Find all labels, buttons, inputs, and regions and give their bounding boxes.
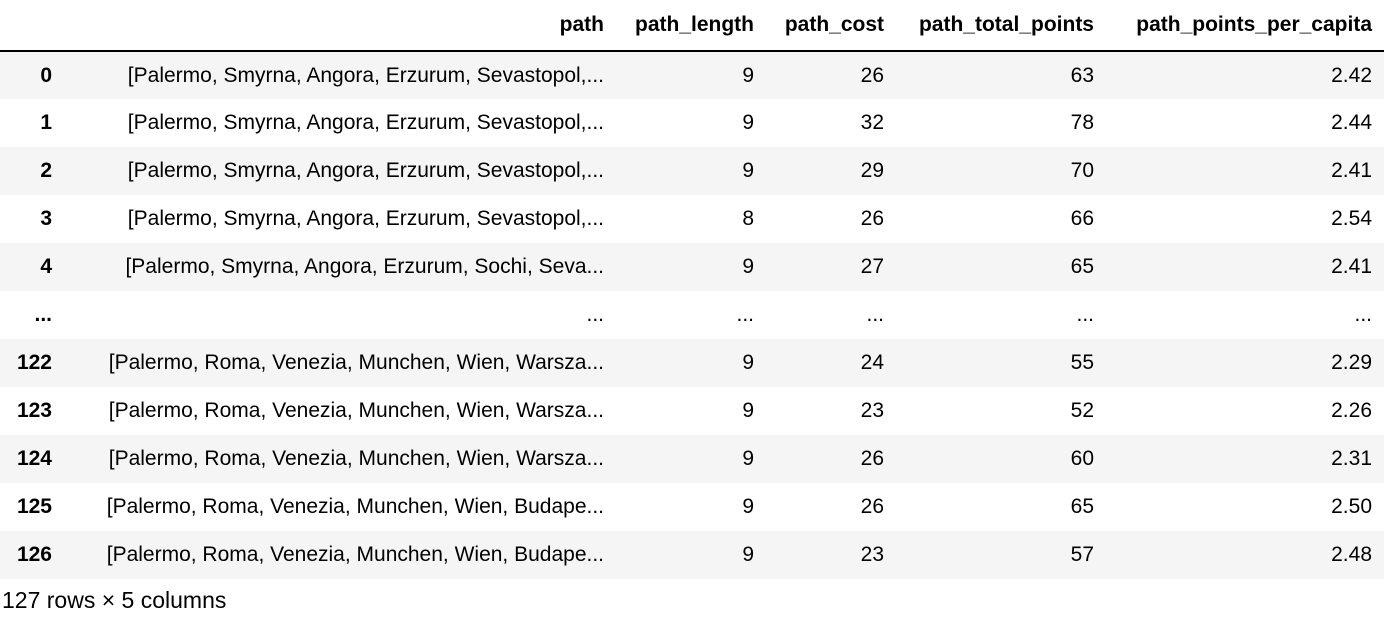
- cell-path-points-per-capita: 2.44: [1331, 111, 1372, 134]
- table-row: 3 [Palermo, Smyrna, Angora, Erzurum, Sev…: [0, 195, 1384, 243]
- column-header-path-total-points: path_total_points: [896, 0, 1106, 52]
- cell-path-total-points: 66: [1070, 207, 1094, 230]
- row-index: 0: [40, 63, 52, 87]
- row-index: 1: [40, 111, 52, 134]
- cell-path-length: 9: [742, 543, 754, 566]
- cell-path-total-points-ellipsis: ...: [1076, 303, 1094, 326]
- cell-path: [Palermo, Smyrna, Angora, Erzurum, Sevas…: [127, 159, 604, 182]
- table-row: 4 [Palermo, Smyrna, Angora, Erzurum, Soc…: [0, 243, 1384, 291]
- cell-path-length: 9: [742, 399, 754, 422]
- cell-path: [Palermo, Smyrna, Angora, Erzurum, Sevas…: [127, 111, 604, 134]
- cell-path-total-points: 60: [1070, 447, 1094, 470]
- cell-path-cost: 24: [860, 351, 884, 374]
- cell-path-points-per-capita-ellipsis: ...: [1354, 303, 1372, 326]
- cell-path: [Palermo, Roma, Venezia, Munchen, Wien, …: [106, 495, 604, 518]
- cell-path: [Palermo, Roma, Venezia, Munchen, Wien, …: [108, 351, 604, 374]
- cell-path-points-per-capita: 2.26: [1331, 399, 1372, 422]
- cell-path-length: 9: [742, 495, 754, 518]
- table-row: 124 [Palermo, Roma, Venezia, Munchen, Wi…: [0, 435, 1384, 483]
- cell-path-length: 9: [742, 447, 754, 470]
- cell-path-length: 9: [742, 255, 754, 278]
- column-header-path: path: [66, 0, 616, 52]
- cell-path-total-points: 55: [1070, 351, 1094, 374]
- cell-path-total-points: 63: [1070, 63, 1094, 87]
- cell-path-total-points: 52: [1070, 399, 1094, 422]
- cell-path: [Palermo, Smyrna, Angora, Erzurum, Sevas…: [127, 63, 604, 87]
- cell-path-points-per-capita: 2.50: [1331, 495, 1372, 518]
- row-index: 3: [40, 207, 52, 230]
- cell-path-points-per-capita: 2.31: [1331, 447, 1372, 470]
- ellipsis-row: ... ... ... ... ... ...: [0, 291, 1384, 339]
- cell-path-total-points: 70: [1070, 159, 1094, 182]
- cell-path-points-per-capita: 2.54: [1331, 207, 1372, 230]
- index-column-header: [0, 0, 66, 52]
- dataframe-output: path path_length path_cost path_total_po…: [0, 0, 1384, 579]
- cell-path-ellipsis: ...: [586, 303, 604, 326]
- cell-path-points-per-capita: 2.29: [1331, 351, 1372, 374]
- cell-path-total-points: 65: [1070, 255, 1094, 278]
- cell-path: [Palermo, Smyrna, Angora, Erzurum, Sochi…: [125, 255, 604, 278]
- row-index: 122: [16, 351, 52, 374]
- row-index: 124: [16, 447, 52, 470]
- cell-path-length: 9: [742, 159, 754, 182]
- cell-path-cost: 29: [860, 159, 884, 182]
- cell-path: [Palermo, Roma, Venezia, Munchen, Wien, …: [106, 543, 604, 566]
- cell-path-cost: 26: [860, 447, 884, 470]
- cell-path-cost: 26: [860, 207, 884, 230]
- table-row: 122 [Palermo, Roma, Venezia, Munchen, Wi…: [0, 339, 1384, 387]
- table-row: 125 [Palermo, Roma, Venezia, Munchen, Wi…: [0, 483, 1384, 531]
- cell-path: [Palermo, Smyrna, Angora, Erzurum, Sevas…: [127, 207, 604, 230]
- cell-path: [Palermo, Roma, Venezia, Munchen, Wien, …: [108, 399, 604, 422]
- cell-path-points-per-capita: 2.48: [1331, 543, 1372, 566]
- cell-path-cost: 23: [860, 543, 884, 566]
- cell-path-cost: 32: [860, 111, 884, 134]
- row-index: 2: [40, 159, 52, 182]
- table-row: 126 [Palermo, Roma, Venezia, Munchen, Wi…: [0, 531, 1384, 579]
- table-header: path path_length path_cost path_total_po…: [0, 0, 1384, 52]
- cell-path-points-per-capita: 2.41: [1331, 255, 1372, 278]
- cell-path-total-points: 78: [1070, 111, 1094, 134]
- column-header-path-points-per-capita: path_points_per_capita: [1106, 0, 1384, 52]
- row-index: 4: [40, 255, 52, 278]
- cell-path-length: 9: [742, 111, 754, 134]
- cell-path-cost: 26: [860, 495, 884, 518]
- cell-path: [Palermo, Roma, Venezia, Munchen, Wien, …: [108, 447, 604, 470]
- cell-path-cost: 23: [860, 399, 884, 422]
- table-body: 0 [Palermo, Smyrna, Angora, Erzurum, Sev…: [0, 51, 1384, 579]
- row-index-ellipsis: ...: [34, 303, 52, 326]
- cell-path-total-points: 65: [1070, 495, 1094, 518]
- row-index: 126: [16, 543, 52, 566]
- cell-path-cost: 27: [860, 255, 884, 278]
- dataframe-table: path path_length path_cost path_total_po…: [0, 0, 1384, 579]
- column-header-path-length: path_length: [616, 0, 766, 52]
- cell-path-length: 9: [742, 351, 754, 374]
- cell-path-cost: 26: [860, 63, 884, 87]
- cell-path-length: 8: [742, 207, 754, 230]
- table-row: 2 [Palermo, Smyrna, Angora, Erzurum, Sev…: [0, 147, 1384, 195]
- row-index: 123: [16, 399, 52, 422]
- table-row: 123 [Palermo, Roma, Venezia, Munchen, Wi…: [0, 387, 1384, 435]
- table-row: 1 [Palermo, Smyrna, Angora, Erzurum, Sev…: [0, 99, 1384, 147]
- cell-path-cost-ellipsis: ...: [866, 303, 884, 326]
- cell-path-length: 9: [742, 63, 754, 87]
- table-row: 0 [Palermo, Smyrna, Angora, Erzurum, Sev…: [0, 51, 1384, 99]
- cell-path-length-ellipsis: ...: [736, 303, 754, 326]
- column-header-path-cost: path_cost: [766, 0, 896, 52]
- dataframe-shape-summary: 127 rows × 5 columns: [2, 587, 227, 613]
- header-row: path path_length path_cost path_total_po…: [0, 0, 1384, 52]
- cell-path-total-points: 57: [1070, 543, 1094, 566]
- row-index: 125: [16, 495, 52, 518]
- cell-path-points-per-capita: 2.42: [1331, 63, 1372, 87]
- cell-path-points-per-capita: 2.41: [1331, 159, 1372, 182]
